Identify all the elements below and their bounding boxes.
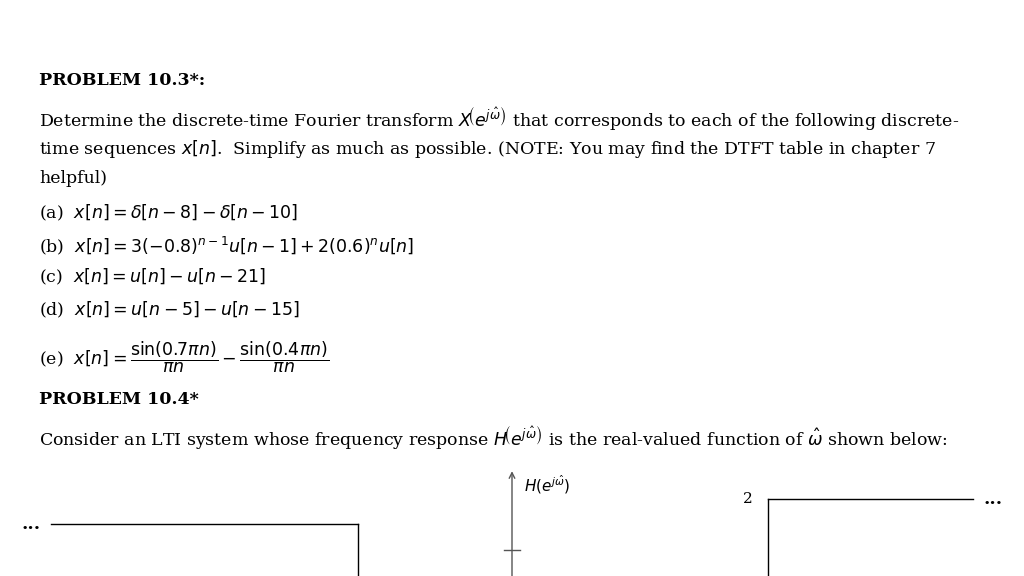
Text: ...: ... xyxy=(983,490,1002,508)
Text: (d)  $x[n] = u[n-5] - u[n-15]$: (d) $x[n] = u[n-5] - u[n-15]$ xyxy=(39,300,300,320)
Text: PROBLEM 10.4*: PROBLEM 10.4* xyxy=(39,391,199,408)
Text: Determine the discrete-time Fourier transform $X\!\left(e^{j\hat{\omega}}\right): Determine the discrete-time Fourier tran… xyxy=(39,106,959,133)
Text: helpful): helpful) xyxy=(39,170,106,187)
Text: (b)  $x[n] = 3(-0.8)^{n-1}u[n-1] + 2(0.6)^n u[n]$: (b) $x[n] = 3(-0.8)^{n-1}u[n-1] + 2(0.6)… xyxy=(39,235,415,257)
Text: time sequences $x[n]$.  Simplify as much as possible. (NOTE: You may find the DT: time sequences $x[n]$. Simplify as much … xyxy=(39,138,936,160)
Text: ...: ... xyxy=(22,515,41,533)
Text: (a)  $x[n] = \delta[n-8] - \delta[n-10]$: (a) $x[n] = \delta[n-8] - \delta[n-10]$ xyxy=(39,203,298,223)
Text: (e)  $x[n] = \dfrac{\sin(0.7\pi n)}{\pi n} - \dfrac{\sin(0.4\pi n)}{\pi n}$: (e) $x[n] = \dfrac{\sin(0.7\pi n)}{\pi n… xyxy=(39,340,329,375)
Text: $H(e^{j\hat{\omega}})$: $H(e^{j\hat{\omega}})$ xyxy=(524,473,570,497)
Text: Consider an LTI system whose frequency response $H\!\left(e^{j\hat{\omega}}\righ: Consider an LTI system whose frequency r… xyxy=(39,425,948,452)
Text: (c)  $x[n] = u[n] - u[n-21]$: (c) $x[n] = u[n] - u[n-21]$ xyxy=(39,267,266,287)
Text: 2: 2 xyxy=(742,492,753,506)
Text: PROBLEM 10.3*:: PROBLEM 10.3*: xyxy=(39,72,205,89)
